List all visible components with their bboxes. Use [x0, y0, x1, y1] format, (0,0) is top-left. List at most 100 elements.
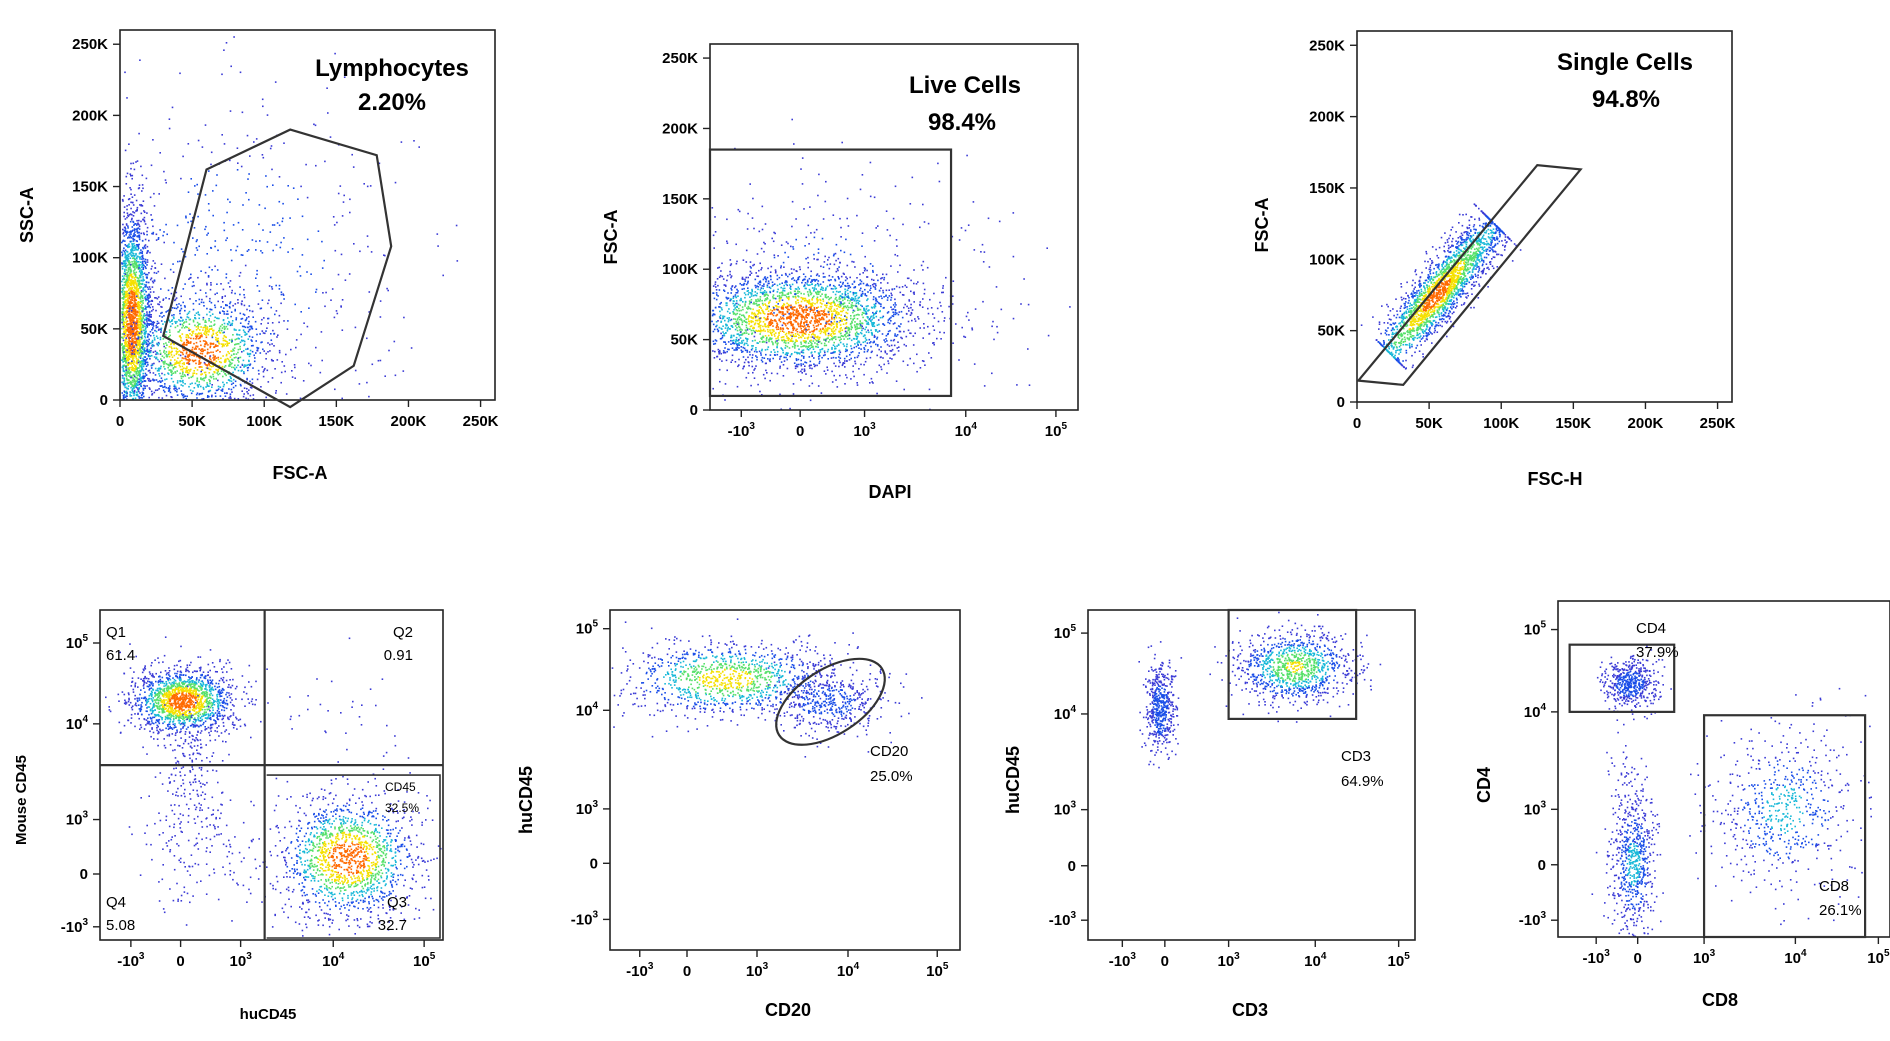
- scatter-point: [223, 319, 225, 321]
- scatter-point: [831, 306, 833, 308]
- scatter-point: [224, 392, 226, 394]
- scatter-point: [248, 331, 250, 333]
- scatter-point: [814, 366, 816, 368]
- scatter-point: [137, 256, 139, 258]
- scatter-point: [134, 317, 136, 319]
- scatter-point: [860, 332, 862, 334]
- scatter-point: [128, 199, 130, 201]
- scatter-point: [195, 293, 197, 295]
- scatter-point: [222, 355, 224, 357]
- scatter-point: [169, 128, 171, 130]
- scatter-point: [138, 301, 140, 303]
- scatter-point: [158, 329, 160, 331]
- scatter-point: [156, 323, 158, 325]
- scatter-point: [208, 170, 210, 172]
- scatter-point: [156, 272, 158, 274]
- scatter-point: [290, 349, 292, 351]
- scatter-point: [185, 319, 187, 321]
- scatter-point: [161, 312, 163, 314]
- scatter-point: [182, 333, 184, 335]
- scatter-point: [145, 331, 147, 333]
- scatter-point: [227, 313, 229, 315]
- scatter-point: [860, 305, 862, 307]
- scatter-point: [151, 391, 153, 393]
- scatter-point: [139, 392, 141, 394]
- scatter-point: [132, 280, 134, 282]
- scatter-point: [138, 247, 140, 249]
- scatter-point: [236, 317, 238, 319]
- scatter-point: [165, 179, 167, 181]
- scatter-point: [139, 352, 141, 354]
- scatter-point: [146, 340, 148, 342]
- scatter-point: [223, 345, 225, 347]
- scatter-point: [770, 309, 772, 311]
- scatter-point: [767, 277, 769, 279]
- scatter-point: [134, 268, 136, 270]
- scatter-point: [233, 224, 235, 226]
- scatter-point: [211, 335, 213, 337]
- scatter-point: [194, 387, 196, 389]
- scatter-point: [808, 243, 810, 245]
- scatter-point: [143, 258, 145, 260]
- scatter-point: [232, 305, 234, 307]
- scatter-point: [191, 354, 193, 356]
- scatter-point: [272, 250, 274, 252]
- scatter-point: [219, 329, 221, 331]
- scatter-point: [403, 317, 405, 319]
- scatter-point: [125, 332, 127, 334]
- scatter-point: [287, 185, 289, 187]
- scatter-point: [279, 350, 281, 352]
- scatter-point: [142, 264, 144, 266]
- scatter-point: [216, 357, 218, 359]
- scatter-point: [139, 228, 141, 230]
- scatter-point: [196, 247, 198, 249]
- scatter-point: [210, 343, 212, 345]
- scatter-point: [122, 275, 124, 277]
- scatter-point: [717, 278, 719, 280]
- scatter-point: [353, 243, 355, 245]
- scatter-point: [798, 371, 800, 373]
- scatter-point: [143, 268, 145, 270]
- scatter-point: [781, 361, 783, 363]
- scatter-point: [136, 258, 138, 260]
- scatter-point: [168, 390, 170, 392]
- scatter-point: [832, 288, 834, 290]
- scatter-point: [239, 286, 241, 288]
- scatter-point: [177, 380, 179, 382]
- scatter-point: [129, 395, 131, 397]
- scatter-point: [161, 306, 163, 308]
- scatter-point: [780, 321, 782, 323]
- scatter-point: [134, 383, 136, 385]
- y-tick-label: 50K: [80, 321, 108, 338]
- scatter-point: [131, 214, 133, 216]
- scatter-point: [198, 348, 200, 350]
- scatter-point: [255, 352, 257, 354]
- scatter-point: [190, 274, 192, 276]
- scatter-point: [820, 333, 822, 335]
- scatter-point: [244, 334, 246, 336]
- scatter-point: [180, 369, 182, 371]
- x-tick-label: 250K: [463, 413, 499, 430]
- scatter-point: [200, 386, 202, 388]
- scatter-point: [144, 350, 146, 352]
- scatter-point: [163, 346, 165, 348]
- scatter-point: [129, 394, 131, 396]
- scatter-point: [746, 327, 748, 329]
- scatter-point: [217, 380, 219, 382]
- scatter-point: [139, 366, 141, 368]
- scatter-point: [202, 146, 204, 148]
- scatter-point: [139, 59, 141, 61]
- scatter-point: [777, 291, 779, 293]
- scatter-point: [244, 297, 246, 299]
- scatter-point: [860, 288, 862, 290]
- scatter-point: [721, 328, 723, 330]
- scatter-point: [182, 302, 184, 304]
- scatter-point: [128, 254, 130, 256]
- scatter-point: [138, 292, 140, 294]
- scatter-point: [125, 366, 127, 368]
- scatter-point: [143, 366, 145, 368]
- scatter-point: [147, 296, 149, 298]
- scatter-point: [191, 383, 193, 385]
- scatter-point: [134, 277, 136, 279]
- scatter-point: [127, 227, 129, 229]
